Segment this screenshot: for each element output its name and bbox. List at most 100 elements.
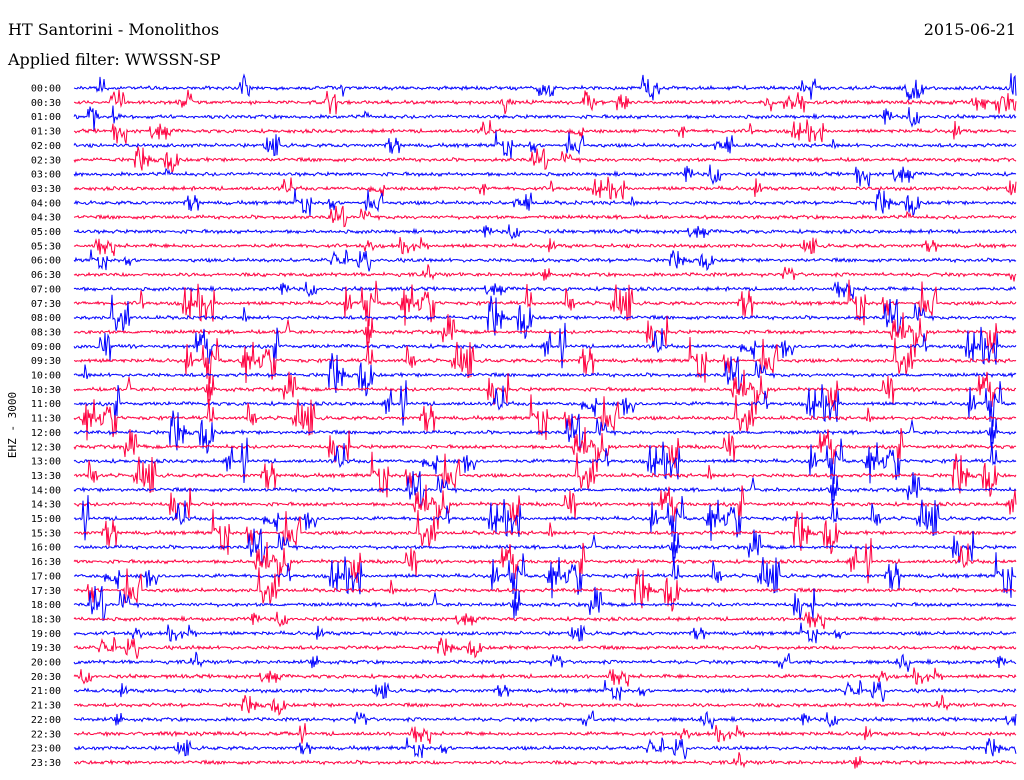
station-title: HT Santorini - Monolithos [8,20,220,39]
trace-row [73,73,1017,101]
row-time-label: 08:30 [31,327,61,338]
row-time-label: 23:00 [31,744,61,755]
row-time-label: 17:00 [31,571,61,582]
trace-row [73,312,1017,358]
trace-row [73,552,1017,599]
row-time-label: 04:00 [31,198,61,209]
row-time-label: 01:00 [31,112,61,123]
trace-row [73,380,1017,427]
row-time-label: 15:00 [31,514,61,525]
row-time-label: 05:30 [31,241,61,252]
trace-row [73,611,1017,630]
trace-row [73,281,1017,300]
trace-row [73,495,1017,542]
trace-row [73,205,1017,228]
row-time-label: 21:30 [31,701,61,712]
trace-row [73,451,1017,498]
row-time-label: 02:00 [31,141,61,152]
row-time-label: 14:00 [31,485,61,496]
row-time-label: 06:30 [31,270,61,281]
row-time-label: 18:00 [31,600,61,611]
row-time-label: 11:00 [31,399,61,410]
row-time-label: 18:30 [31,614,61,625]
row-time-label: 08:00 [31,313,61,324]
row-time-label: 16:00 [31,543,61,554]
seismic-traces [73,73,1017,769]
row-time-label: 19:30 [31,643,61,654]
row-time-label: 06:00 [31,256,61,267]
trace-row [73,528,1017,564]
trace-row [73,651,1017,672]
row-time-label: 10:00 [31,371,61,382]
row-time-label: 13:30 [31,471,61,482]
row-time-label: 20:00 [31,658,61,669]
trace-row [73,667,1017,687]
trace-row [73,427,1017,473]
trace-row [73,680,1017,702]
trace-row [73,509,1017,555]
trace-row [73,322,1017,369]
trace-row [73,538,1017,587]
trace-row [73,710,1017,730]
row-time-label: 11:30 [31,414,61,425]
row-time-label: 22:00 [31,715,61,726]
trace-row [74,723,1017,745]
trace-row [73,410,1017,454]
row-time-label: 19:00 [31,629,61,640]
row-labels: 00:00 00:30 01:00 01:30 02:00 02:30 03:00 03:30… [31,84,61,769]
row-time-label: 16:30 [31,557,61,568]
trace-row [73,484,1017,530]
trace-row [73,131,1017,159]
trace-row [73,369,1017,415]
row-time-label: 05:00 [31,227,61,238]
trace-row [73,237,1017,257]
row-time-label: 12:00 [31,428,61,439]
trace-row [73,394,1017,441]
trace-row [73,471,1017,507]
row-time-label: 02:30 [31,155,61,166]
trace-row [73,752,1017,769]
row-time-label: 01:30 [31,127,61,138]
row-time-label: 00:30 [31,98,61,109]
trace-row [73,437,1017,485]
trace-row [73,585,1017,622]
trace-row [73,105,1017,132]
date-label: 2015-06-21 [923,20,1016,39]
row-time-label: 03:00 [31,170,61,181]
trace-row [73,353,1017,397]
row-time-label: 17:30 [31,586,61,597]
row-time-label: 00:00 [31,84,61,95]
trace-row [73,188,1017,218]
trace-row [73,249,1017,272]
trace-row [73,637,1017,659]
row-time-label: 03:30 [31,184,61,195]
row-time-label: 13:00 [31,457,61,468]
trace-row [73,264,1017,282]
row-time-label: 07:30 [31,299,61,310]
row-time-label: 12:30 [31,442,61,453]
trace-row [73,119,1017,144]
trace-row [73,146,1017,174]
row-time-label: 15:30 [31,528,61,539]
filter-label: Applied filter: WWSSN-SP [8,50,221,69]
trace-row [73,737,1017,760]
trace-row [73,694,1017,716]
trace-row [73,224,1017,240]
channel-label: EHZ - 3000 [6,392,19,458]
row-time-label: 10:30 [31,385,61,396]
row-time-label: 07:00 [31,284,61,295]
row-time-label: 21:00 [31,686,61,697]
row-time-label: 23:30 [31,758,61,769]
row-time-label: 09:00 [31,342,61,353]
trace-row [73,622,1017,644]
trace-row [73,279,1017,327]
row-time-label: 09:30 [31,356,61,367]
trace-row [73,336,1017,384]
trace-row [73,89,1017,115]
trace-row [73,567,1017,612]
row-time-label: 04:30 [31,213,61,224]
row-time-label: 14:30 [31,500,61,511]
trace-row [73,294,1017,339]
trace-row [73,176,1017,200]
